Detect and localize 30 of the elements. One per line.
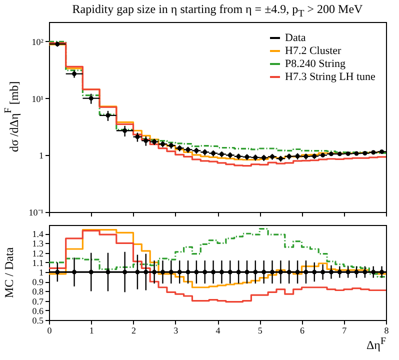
x-tick-label: 4: [216, 326, 221, 336]
y-tick-label: 1.1: [32, 258, 44, 268]
legend-label: Data: [285, 32, 306, 44]
x-tick-label: 7: [342, 326, 348, 336]
y-tick-label: 0.7: [32, 296, 44, 306]
y-tick-label: 10²: [32, 36, 44, 47]
y-tick-label: 0.9: [32, 277, 44, 288]
legend-label: H7.3 String LH tune: [285, 71, 376, 83]
x-tick-label: 8: [384, 326, 390, 336]
legend-label: P8.240 String: [285, 58, 346, 70]
y-axis-title: MC / Data: [2, 246, 16, 300]
y-tick-label: 10¹: [32, 94, 44, 104]
x-tick-label: 5: [258, 326, 263, 336]
y-tick-label: 0.5: [32, 316, 44, 326]
x-tick-label: 3: [174, 326, 179, 336]
y-tick-label: 1: [39, 268, 44, 278]
y-tick-label: 10⁻¹: [28, 208, 44, 218]
legend-label: H7.2 Cluster: [285, 45, 342, 57]
x-axis-title: Δη$^{F}$: [365, 335, 386, 352]
y-tick-label: 1: [39, 150, 44, 161]
x-tick-label: 0: [47, 326, 52, 336]
x-tick-label: 2: [132, 326, 136, 336]
x-tick-label: 1: [89, 326, 94, 336]
y-tick-label: 1.2: [32, 248, 44, 258]
y-tick-label: 0.8: [32, 286, 44, 297]
y-tick-label: 1.4: [32, 229, 44, 240]
y-tick-label: 0.6: [32, 306, 44, 316]
x-tick-label: 6: [300, 326, 305, 336]
chart-title: Rapidity gap size in η starting from η = ±4.9, p$_{T}$ > 200 MeV: [71, 2, 364, 22]
y-tick-label: 1.3: [32, 238, 44, 249]
